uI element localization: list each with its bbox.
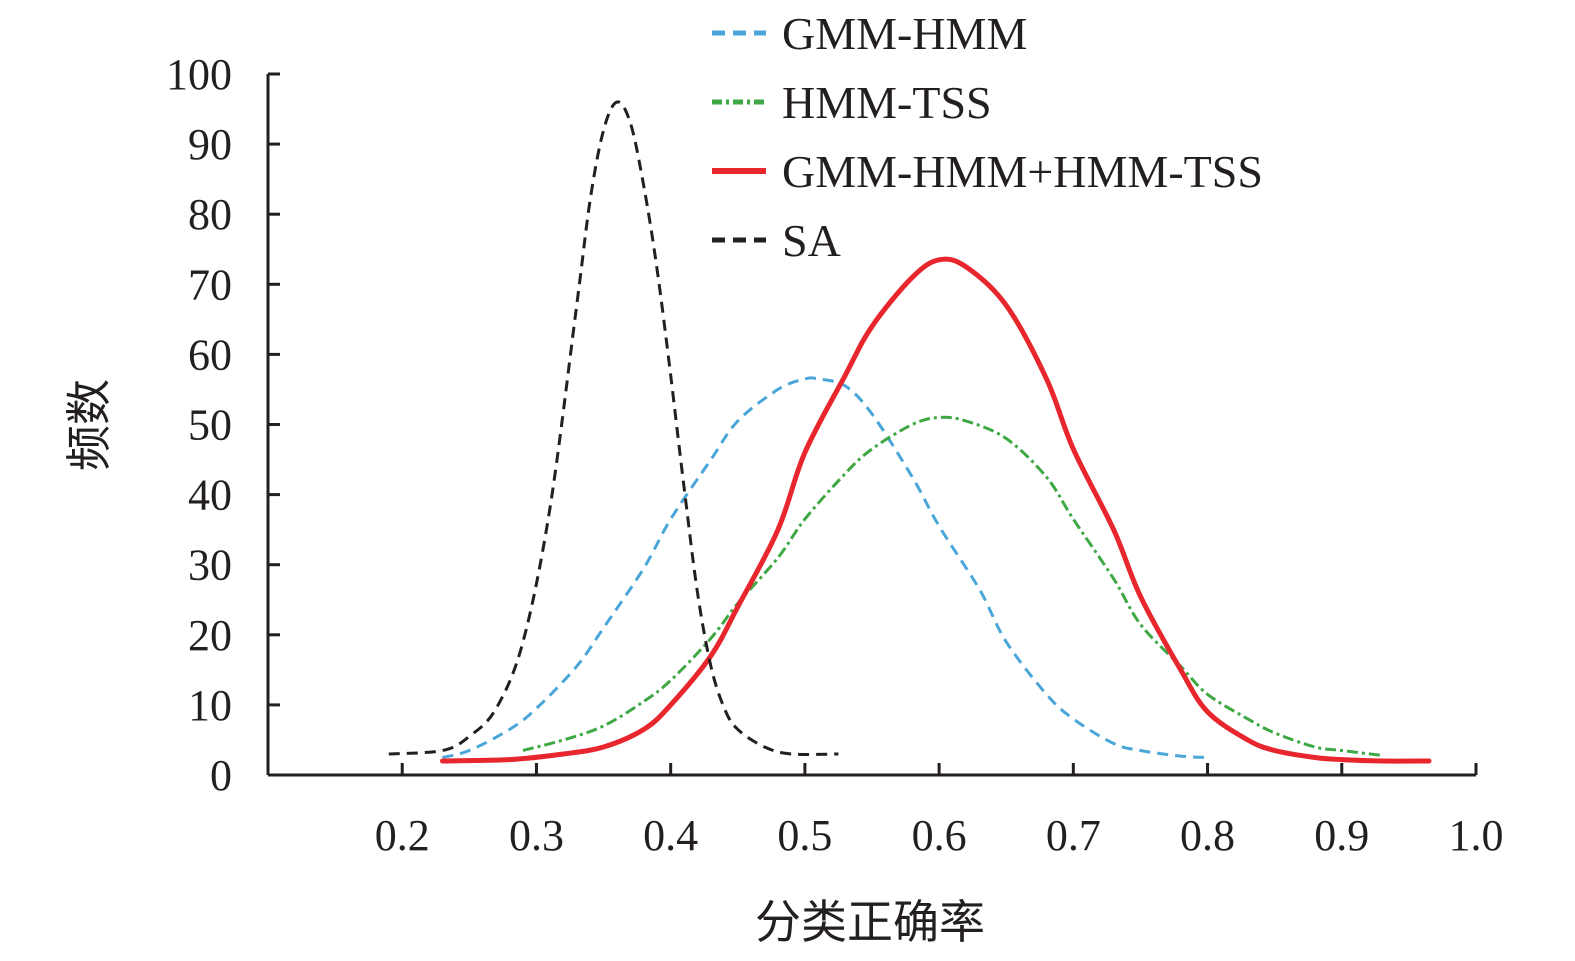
y-tick-label: 20 [188, 611, 232, 660]
legend-label-1: GMM-HMM [782, 8, 1027, 59]
y-tick-label: 10 [188, 681, 232, 730]
y-tick-label: 100 [166, 50, 232, 99]
x-tick-label: 0.8 [1180, 811, 1235, 860]
x-tick-label: 0.7 [1046, 811, 1101, 860]
y-tick-label: 40 [188, 471, 232, 520]
x-ticks: 0.2 0.3 0.4 0.5 0.6 0.7 0.8 0.9 1.0 [375, 763, 1504, 860]
legend: GMM-HMM HMM-TSS GMM-HMM+HMM-TSS SA [712, 8, 1263, 266]
y-tick-label: 50 [188, 401, 232, 450]
x-tick-label: 0.6 [912, 811, 967, 860]
x-axis-title: 分类正确率 [755, 897, 985, 948]
series-group [388, 100, 1432, 764]
y-tick-label: 70 [188, 260, 232, 309]
legend-label-4: SA [782, 215, 841, 266]
x-tick-label: 1.0 [1449, 811, 1504, 860]
x-tick-label: 0.4 [643, 811, 698, 860]
x-tick-label: 0.9 [1314, 811, 1369, 860]
x-tick-label: 0.3 [509, 811, 564, 860]
legend-label-2: HMM-TSS [782, 77, 992, 128]
series-line-3 [440, 256, 1432, 764]
y-tick-label: 30 [188, 541, 232, 590]
y-tick-label: 80 [188, 190, 232, 239]
y-ticks: 0 10 20 30 40 50 60 70 80 90 100 [166, 50, 280, 800]
series-line-4 [388, 100, 839, 756]
legend-label-3: GMM-HMM+HMM-TSS [782, 146, 1263, 197]
y-axis-title: 频数 [64, 379, 115, 471]
series-line-1 [442, 376, 1208, 759]
series-line-2 [522, 415, 1383, 757]
x-tick-label: 0.5 [777, 811, 832, 860]
y-tick-label: 90 [188, 120, 232, 169]
y-tick-label: 60 [188, 330, 232, 379]
y-tick-label: 0 [210, 751, 232, 800]
x-tick-label: 0.2 [375, 811, 430, 860]
